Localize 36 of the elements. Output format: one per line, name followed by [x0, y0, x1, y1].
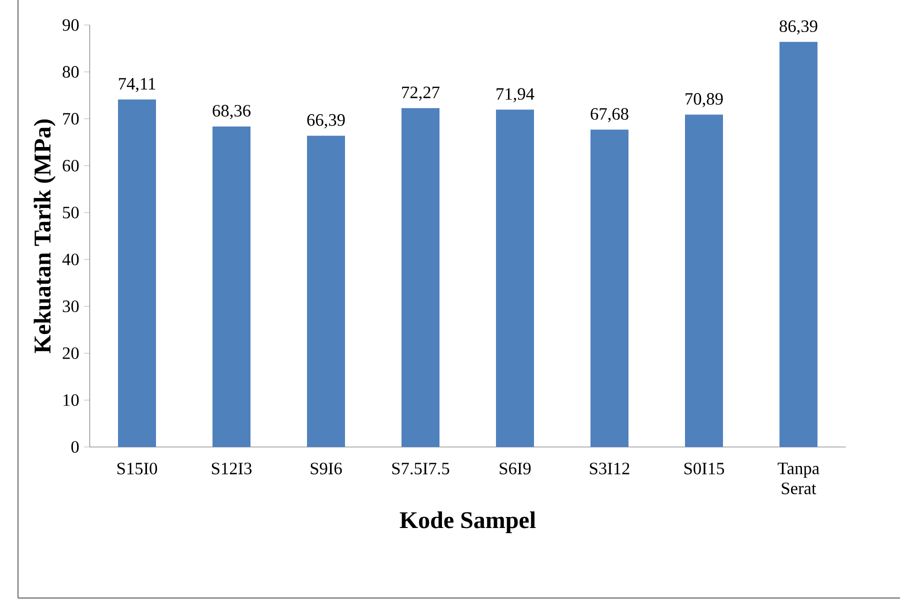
data-label: 74,11 [118, 78, 156, 92]
y-tick-label: 50 [63, 206, 79, 218]
bar [118, 100, 156, 447]
y-tick-label: 80 [62, 66, 79, 78]
bar [496, 110, 534, 447]
x-tick-label: S12I3 [212, 462, 252, 474]
y-tick-label: 70 [63, 112, 79, 125]
bar [684, 114, 723, 447]
y-tick-label: 0 [71, 441, 79, 453]
bar [212, 126, 251, 447]
data-label: 67,68 [590, 108, 628, 122]
bar [307, 136, 345, 447]
bar [590, 130, 628, 447]
x-tick-label: Tanpa Serat [778, 462, 820, 494]
x-axis-title: Kode Sampel [400, 511, 536, 534]
x-tick-label: S0I15 [684, 462, 724, 474]
y-tick-label: 40 [62, 254, 79, 266]
x-tick-label: S15I0 [117, 462, 158, 474]
data-label: 71,94 [496, 88, 534, 102]
bar [402, 108, 440, 447]
y-axis-title: Kekuatan Tarik (MPa) [34, 119, 56, 354]
x-tick-label: S9I6 [310, 462, 342, 474]
x-tick-label: S7.5I7.5 [392, 462, 450, 474]
data-label: 72,27 [402, 86, 440, 101]
y-tick-label: 30 [62, 300, 79, 312]
y-tick-label: 60 [62, 160, 79, 172]
bar [779, 42, 818, 447]
data-label: 70,89 [686, 93, 723, 108]
y-tick-label: 10 [64, 394, 79, 406]
data-label: 86,39 [780, 20, 818, 35]
x-tick-label: S6I9 [500, 462, 531, 474]
y-tick-label: 90 [62, 19, 79, 31]
data-label: 66,39 [307, 114, 345, 128]
x-tick-label: S3I12 [590, 462, 630, 474]
data-label: 68,36 [212, 104, 250, 120]
y-tick-label: 20 [62, 347, 79, 360]
